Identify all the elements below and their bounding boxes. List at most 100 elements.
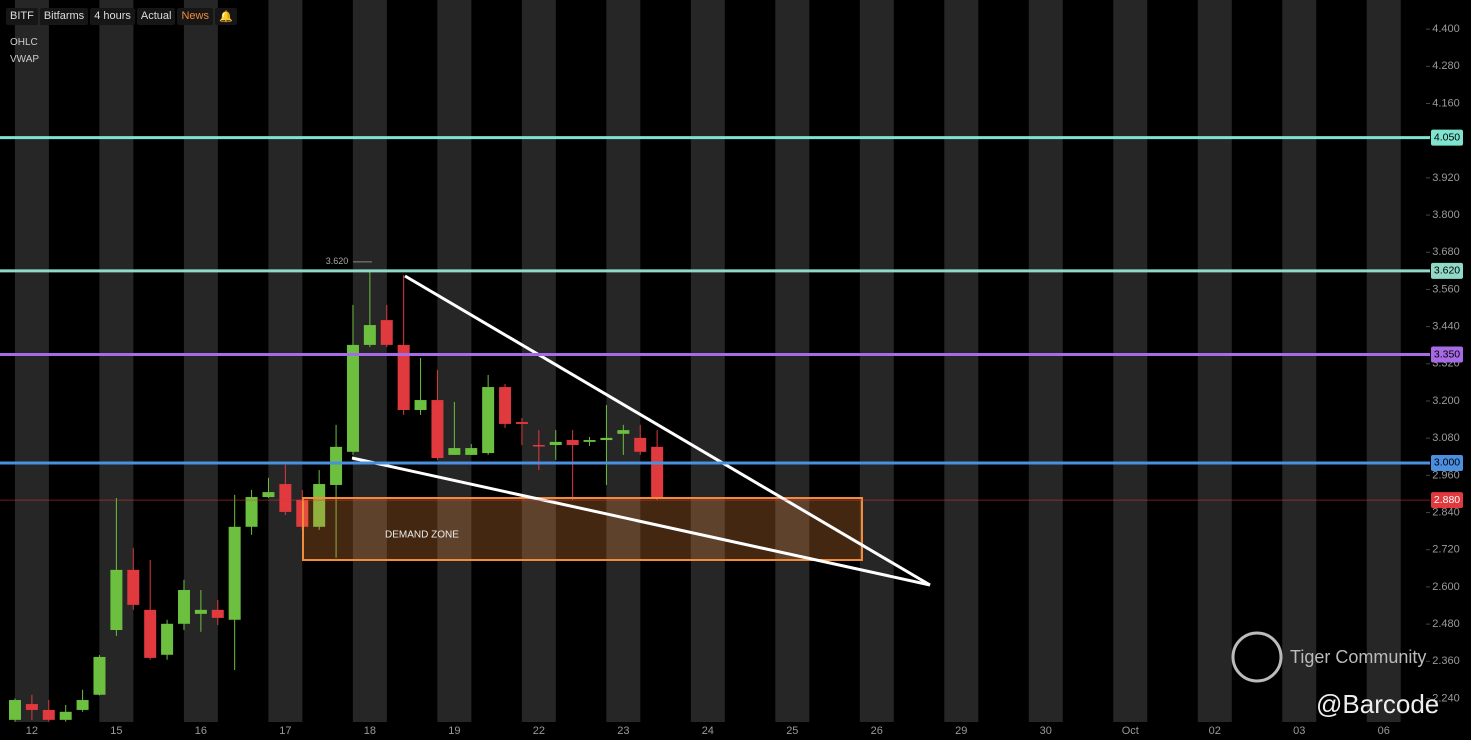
level-label: 2.880 xyxy=(1434,494,1460,506)
candle-body xyxy=(651,446,664,498)
watermark: Tiger Community xyxy=(1290,647,1426,667)
bell[interactable]: 🔔 xyxy=(214,8,237,25)
candle-body xyxy=(549,441,562,445)
candle-body xyxy=(313,484,326,527)
candle-body xyxy=(515,422,528,424)
y-tick-label: 2.960 xyxy=(1432,469,1460,481)
candle-body xyxy=(262,492,275,498)
candle-body xyxy=(380,320,393,345)
level-label: 3.620 xyxy=(1434,265,1460,277)
y-tick-label: 2.720 xyxy=(1432,544,1460,556)
x-tick-label: 23 xyxy=(617,725,629,737)
candle-body xyxy=(194,609,207,614)
y-tick-label: 4.280 xyxy=(1432,60,1460,72)
candle-body xyxy=(144,609,157,658)
level-tag xyxy=(1431,262,1463,279)
indicator[interactable]: VWAP xyxy=(10,54,40,65)
y-tick-label: 3.680 xyxy=(1432,246,1460,258)
level-tag xyxy=(1431,129,1463,146)
y-tick-label: 2.600 xyxy=(1432,581,1460,593)
x-tick-label: Oct xyxy=(1122,725,1139,737)
candle-body xyxy=(76,700,89,710)
interval[interactable]: 4 hours xyxy=(90,8,135,25)
candle-body xyxy=(279,484,292,512)
y-tick-label: 2.480 xyxy=(1432,618,1460,630)
y-tick-label: 4.160 xyxy=(1432,97,1460,109)
session-band xyxy=(14,0,49,722)
candle-body xyxy=(245,497,258,527)
high-label: 3.620 xyxy=(326,256,349,266)
x-tick-label: 17 xyxy=(279,725,291,737)
session-band xyxy=(859,0,894,722)
candle-body xyxy=(42,709,55,720)
candle-body xyxy=(211,609,224,618)
x-tick-label: 03 xyxy=(1293,725,1305,737)
session-band xyxy=(1197,0,1232,722)
y-tick-label: 3.920 xyxy=(1432,172,1460,184)
x-tick-label: 19 xyxy=(448,725,460,737)
y-tick-label: 2.840 xyxy=(1432,506,1460,518)
candle-body xyxy=(634,437,647,452)
level-tag xyxy=(1431,346,1463,363)
candle-body xyxy=(161,623,174,655)
zone-label: DEMAND ZONE xyxy=(385,530,459,541)
session-band xyxy=(690,0,725,722)
candle-body xyxy=(330,446,343,485)
symbol[interactable]: BITF xyxy=(6,8,38,25)
level-tag xyxy=(1431,454,1463,471)
candle-body xyxy=(532,444,545,447)
x-tick-label: 30 xyxy=(1040,725,1052,737)
x-tick-label: 29 xyxy=(955,725,967,737)
candle-body xyxy=(363,325,376,345)
session-band xyxy=(1113,0,1148,722)
candle-body xyxy=(127,569,140,605)
session-band xyxy=(437,0,472,722)
candle-body xyxy=(110,569,123,630)
candle-body xyxy=(177,590,190,624)
candle-body xyxy=(93,656,106,695)
candle-body xyxy=(228,526,241,620)
header: BITF Bitfarms 4 hours Actual News 🔔 xyxy=(6,8,237,25)
y-tick-label: 3.080 xyxy=(1432,432,1460,444)
y-tick-label: 3.800 xyxy=(1432,209,1460,221)
session-band xyxy=(606,0,641,722)
candle-body xyxy=(346,344,359,452)
y-tick-label: 3.440 xyxy=(1432,321,1460,333)
session-band xyxy=(1028,0,1063,722)
x-tick-label: 12 xyxy=(26,725,38,737)
level-tag xyxy=(1431,492,1463,509)
candle-body xyxy=(448,448,461,455)
session-band xyxy=(268,0,303,722)
indicator[interactable]: OHLC xyxy=(10,37,38,48)
y-tick-label: 3.200 xyxy=(1432,395,1460,407)
candle-body xyxy=(617,430,630,434)
session-band xyxy=(1282,0,1317,722)
mode[interactable]: Actual xyxy=(136,8,176,25)
y-tick-label: 4.400 xyxy=(1432,23,1460,35)
watermark-author: @Barcode xyxy=(1316,689,1439,719)
x-tick-label: 18 xyxy=(364,725,376,737)
x-tick-label: 26 xyxy=(871,725,883,737)
candle-body xyxy=(397,344,410,410)
x-tick-label: 22 xyxy=(533,725,545,737)
x-tick-label: 06 xyxy=(1378,725,1390,737)
session-band xyxy=(1366,0,1401,722)
candle-body xyxy=(465,448,478,455)
candle-body xyxy=(414,400,427,410)
session-band xyxy=(944,0,979,722)
candle-body xyxy=(583,440,596,442)
candle-body xyxy=(499,387,512,424)
trendline xyxy=(351,456,931,587)
news[interactable]: News xyxy=(177,8,213,25)
session-band xyxy=(775,0,810,722)
name: Bitfarms xyxy=(39,8,89,25)
candle-body xyxy=(8,700,21,720)
candle-body xyxy=(566,440,579,445)
x-tick-label: 15 xyxy=(110,725,122,737)
y-tick-label: 2.360 xyxy=(1432,655,1460,667)
x-tick-label: 02 xyxy=(1209,725,1221,737)
x-tick-label: 25 xyxy=(786,725,798,737)
y-tick-label: 2.240 xyxy=(1432,692,1460,704)
